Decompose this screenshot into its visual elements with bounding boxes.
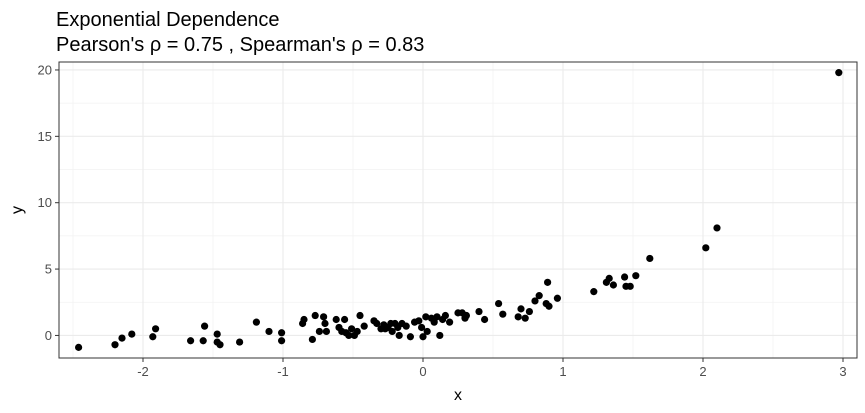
data-point (481, 315, 489, 324)
x-axis: -2 -1 0 1 2 3 (137, 358, 847, 379)
data-point (252, 318, 260, 326)
data-point (213, 330, 221, 338)
data-point (353, 327, 361, 336)
data-point (626, 282, 634, 290)
grid-minor (59, 62, 857, 358)
data-point (395, 331, 403, 340)
panel-border (58, 61, 858, 359)
data-point (499, 310, 507, 318)
data-point (315, 327, 323, 336)
data-point (419, 333, 427, 341)
data-point (201, 322, 209, 330)
data-point (152, 325, 160, 333)
data-point (446, 318, 454, 326)
data-point (514, 313, 522, 321)
y-tick-label: 10 (38, 195, 52, 210)
x-tick-label: 1 (559, 364, 566, 379)
data-point (406, 333, 414, 341)
data-point (216, 341, 224, 349)
data-point (475, 307, 483, 316)
data-point (553, 294, 562, 302)
data-point (430, 318, 438, 326)
grid-major (59, 62, 857, 358)
data-point (544, 278, 552, 286)
data-point (308, 335, 316, 344)
y-tick-label: 0 (45, 328, 52, 343)
data-point (388, 327, 396, 336)
data-point (422, 313, 430, 321)
data-point (236, 338, 244, 346)
data-point (322, 327, 330, 336)
x-tick-label: 0 (419, 364, 426, 379)
data-point (265, 327, 273, 336)
data-point (545, 302, 553, 310)
y-axis: 0 5 10 15 20 (38, 62, 59, 343)
chart-title: Exponential Dependence (56, 9, 280, 31)
data-points (75, 69, 843, 351)
y-axis-title: y (9, 206, 26, 214)
y-tick-label: 5 (45, 262, 52, 277)
data-point (632, 272, 640, 280)
data-point (495, 299, 503, 308)
data-point (621, 273, 629, 281)
data-point (332, 315, 340, 324)
data-point (525, 307, 534, 316)
data-point (321, 319, 329, 328)
data-point (75, 343, 83, 351)
data-point (433, 313, 441, 321)
y-tick-label: 20 (38, 62, 52, 77)
data-point (278, 329, 286, 337)
data-point (531, 297, 539, 305)
y-tick-label: 15 (38, 129, 52, 144)
data-point (278, 337, 286, 345)
data-point (605, 274, 613, 282)
data-point (128, 330, 136, 338)
data-point (402, 322, 410, 330)
data-point (418, 323, 426, 332)
data-point (646, 254, 654, 263)
data-point (713, 224, 721, 232)
data-point (320, 313, 328, 321)
data-point (517, 305, 525, 313)
x-tick-label: 3 (839, 364, 846, 379)
data-point (423, 327, 431, 336)
data-point (590, 288, 598, 296)
data-point (111, 341, 119, 349)
data-point (609, 281, 618, 289)
x-tick-label: -2 (137, 364, 149, 379)
data-point (702, 244, 710, 252)
data-point (835, 69, 843, 77)
data-point (535, 292, 543, 300)
data-point (415, 317, 423, 325)
data-point (300, 315, 308, 324)
data-point (521, 314, 529, 322)
data-point (149, 333, 157, 341)
data-point (360, 322, 368, 330)
data-point (436, 331, 444, 340)
data-point (462, 311, 470, 320)
data-point (118, 334, 126, 342)
data-point (348, 325, 356, 333)
chart-subtitle: Pearson's ρ = 0.75 , Spearman's ρ = 0.83 (56, 34, 425, 56)
data-point (356, 311, 364, 320)
data-point (187, 337, 195, 345)
data-point (341, 315, 349, 324)
data-point (311, 311, 319, 320)
data-point (441, 311, 449, 320)
data-point (345, 331, 353, 340)
data-point (373, 319, 381, 328)
x-tick-label: -1 (277, 364, 289, 379)
data-point (199, 337, 207, 345)
x-tick-label: 2 (699, 364, 706, 379)
x-axis-title: x (454, 387, 462, 404)
